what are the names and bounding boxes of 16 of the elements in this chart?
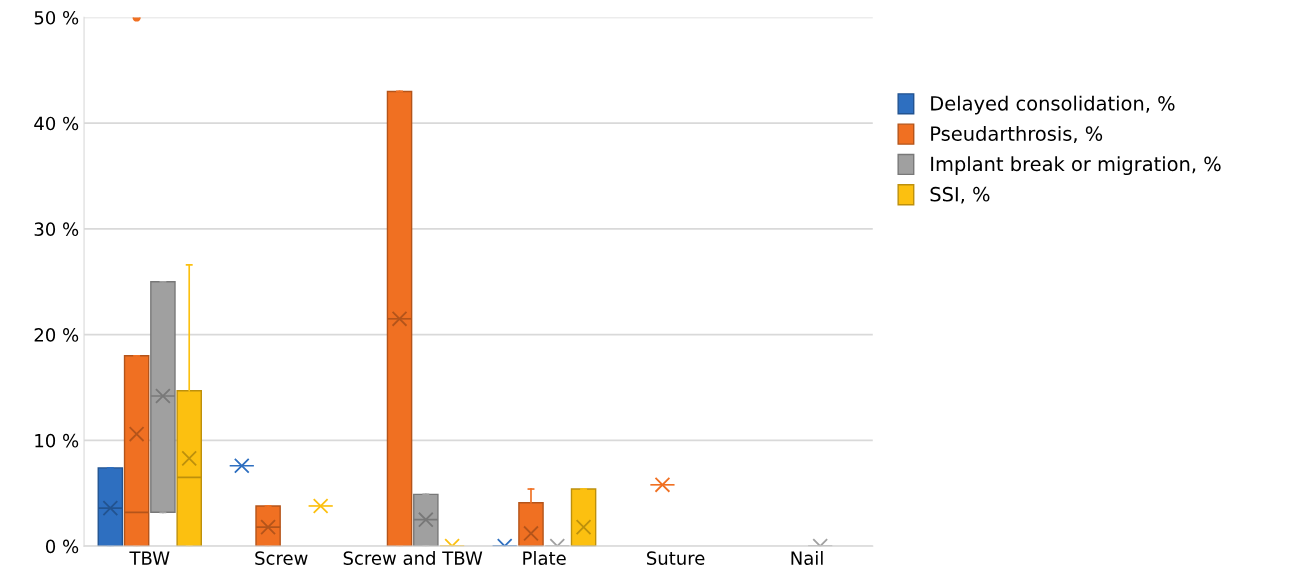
x-tick-label: Nail — [791, 551, 823, 565]
legend-label: SSI, % — [930, 186, 990, 204]
legend-label: Delayed consolidation, % — [931, 95, 1175, 115]
y-tick-label: 10 % — [35, 433, 79, 448]
x-tick-label: Screw — [255, 551, 308, 565]
y-tick-label: 40 % — [34, 116, 79, 131]
y-tick-label: 50 % — [34, 10, 79, 25]
y-tick-label: 0 % — [45, 539, 79, 554]
x-tick-label: Suture — [647, 551, 705, 565]
y-tick-label: 20 % — [34, 328, 79, 342]
x-tick-label: TBW — [129, 551, 170, 565]
legend-label: Implant break or migration, % — [931, 156, 1221, 176]
x-tick-label: Plate — [523, 551, 566, 565]
x-tick-label: Screw and TBW — [343, 551, 483, 565]
legend-label: Pseudarthrosis, % — [931, 125, 1103, 143]
y-tick-label: 30 % — [34, 222, 79, 237]
